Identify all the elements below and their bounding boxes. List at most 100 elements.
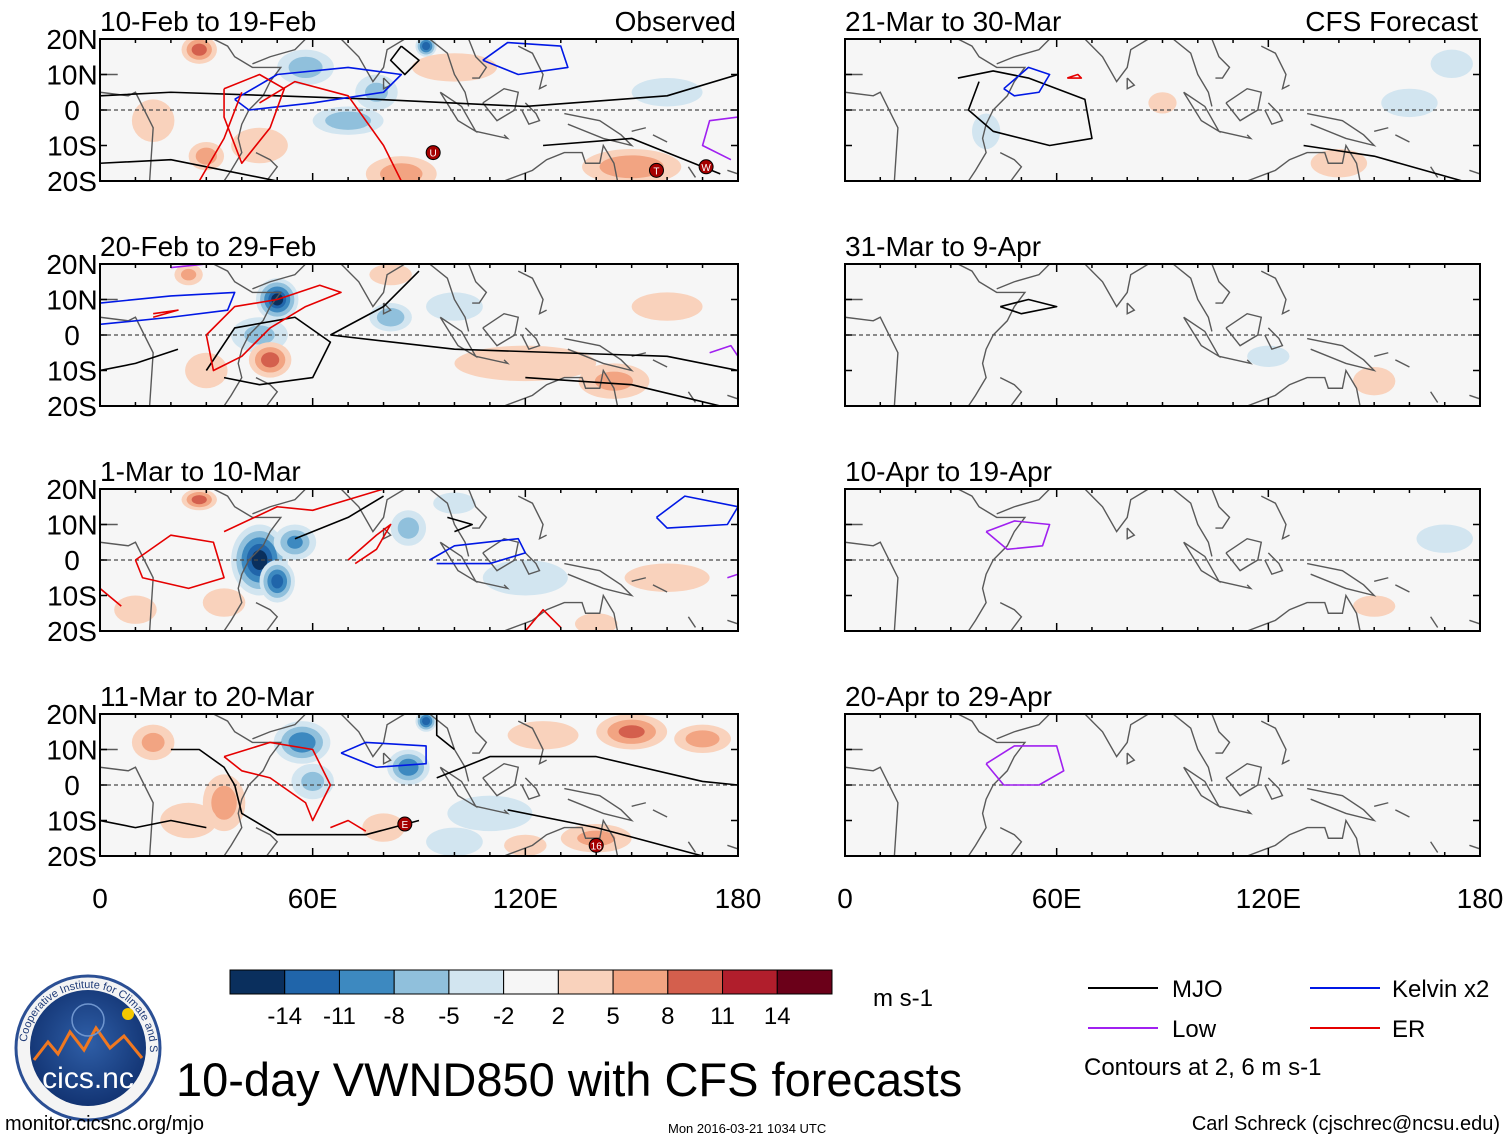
- colorbar-swatch: [667, 969, 724, 995]
- anomaly-blob: [454, 345, 597, 382]
- contour-mjo: [1303, 144, 1463, 181]
- contour-mjo: [999, 298, 1058, 315]
- contour-mjo: [447, 516, 473, 533]
- anomaly-blob: [365, 156, 437, 181]
- contour-er: [347, 523, 392, 565]
- y-tick-label: 20S: [47, 616, 97, 647]
- contour-er: [134, 534, 225, 590]
- y-tick-label: 20S: [47, 841, 97, 872]
- contour-er: [330, 819, 367, 832]
- colorbar-tick-label: -8: [384, 1003, 405, 1030]
- x-tick-label: 180: [1457, 883, 1504, 914]
- panel-observed-1: U T W 20N 10N 0 10S 20S 10-Feb to 19-Feb Observed: [46, 6, 739, 197]
- anomaly-blob: [1353, 595, 1396, 617]
- anomaly-blob: [426, 292, 483, 321]
- anomaly-blob: [277, 49, 334, 86]
- panel-period-title: 31-Mar to 9-Apr: [845, 231, 1041, 262]
- y-tick-label: 0: [64, 95, 80, 126]
- y-tick-label: 10N: [46, 735, 97, 766]
- contour-er: [223, 73, 286, 165]
- footer-timestamp: Mon 2016-03-21 1034 UTC: [668, 1121, 826, 1136]
- column-heading-observed: Observed: [615, 6, 736, 37]
- contour-er: [152, 309, 179, 319]
- x-tick-label: 180: [715, 883, 762, 914]
- anomaly-blob: [362, 813, 405, 842]
- coastlines: [845, 264, 1480, 406]
- contour-mjo: [436, 755, 738, 786]
- y-tick-label: 10S: [47, 356, 97, 387]
- contour-low: [701, 116, 738, 161]
- contour-mjo: [525, 376, 721, 406]
- panel-period-title: 21-Mar to 30-Mar: [845, 6, 1061, 37]
- colorbar-tick-label: -11: [323, 1003, 356, 1030]
- y-tick-label: 20N: [46, 474, 97, 505]
- panel-forecast-4: 20-Apr to 29-Apr 0 60E 120E 180: [837, 681, 1503, 914]
- contour-low: [985, 520, 1051, 551]
- footer-website: monitor.cicsnc.org/mjo: [5, 1113, 204, 1135]
- contour-er: [259, 80, 402, 181]
- colorbar-swatch: [776, 969, 833, 995]
- colorbar-tick-label: 11: [710, 1003, 735, 1030]
- contour-mjo: [100, 348, 179, 372]
- figure-title: 10-day VWND850 with CFS forecasts: [176, 1053, 962, 1106]
- contour-er: [1066, 73, 1083, 79]
- anomaly-blob: [131, 724, 175, 761]
- panel-period-title: 1-Mar to 10-Mar: [100, 456, 301, 487]
- anomaly-blob: [181, 489, 217, 511]
- panel-period-title: 10-Apr to 19-Apr: [845, 456, 1052, 487]
- colorbar-tick-label: 5: [606, 1003, 619, 1030]
- svg-text:T: T: [653, 166, 659, 177]
- panel-ticks: [844, 263, 1481, 407]
- y-tick-label: 10S: [47, 806, 97, 837]
- y-tick-label: 10S: [47, 131, 97, 162]
- x-tick-label: 120E: [1236, 883, 1301, 914]
- panel-ticks: [99, 488, 739, 632]
- anomaly-blob: [202, 588, 246, 617]
- panel-period-title: 10-Feb to 19-Feb: [100, 6, 316, 37]
- anomaly-blob: [972, 113, 1001, 150]
- colorbar-tick-label: 14: [764, 1003, 791, 1030]
- anomaly-blob: [415, 714, 437, 732]
- panel-period-title: 20-Apr to 29-Apr: [845, 681, 1052, 712]
- anomaly-blob: [426, 827, 483, 856]
- panel-period-title: 20-Feb to 29-Feb: [100, 231, 316, 262]
- y-tick-label: 20N: [46, 699, 97, 730]
- panel-observed-2: 20N 10N 0 10S 20S 20-Feb to 29-Feb: [46, 231, 739, 422]
- logo-globe-icon: [71, 1003, 105, 1037]
- colorbar-swatch: [284, 969, 340, 995]
- svg-text:U: U: [430, 149, 437, 160]
- anomaly-blob: [504, 834, 547, 856]
- anomaly-blob: [259, 560, 295, 603]
- svg-text:E: E: [401, 820, 408, 831]
- coastlines: [845, 714, 1480, 856]
- colorbar-swatch: [448, 969, 505, 995]
- anomaly-blob: [312, 106, 384, 135]
- anomaly-blob: [355, 74, 398, 110]
- colorbar-swatch: [612, 969, 669, 995]
- y-tick-label: 20N: [46, 24, 97, 55]
- anomaly-blob: [1416, 524, 1473, 553]
- coastlines: [845, 39, 1480, 181]
- anomaly-blob: [574, 613, 618, 631]
- anomaly-blob: [1381, 88, 1438, 118]
- anomaly-blob: [387, 749, 430, 785]
- colorbar-swatch: [722, 969, 778, 995]
- anomaly-blob: [174, 264, 203, 286]
- x-tick-label: 60E: [1032, 883, 1082, 914]
- anomaly-blob: [674, 724, 731, 754]
- coastlines: [100, 489, 738, 631]
- storm-marker: E: [397, 816, 413, 832]
- colorbar-swatch: [338, 969, 395, 995]
- y-tick-label: 10S: [47, 581, 97, 612]
- contour-low: [985, 745, 1065, 786]
- anomaly-blob: [181, 39, 217, 64]
- x-tick-label: 0: [837, 883, 853, 914]
- contour-er: [205, 284, 342, 372]
- anomaly-blob: [369, 303, 412, 332]
- colorbar-units: m s-1: [873, 985, 933, 1012]
- coastlines: [845, 489, 1480, 631]
- y-tick-label: 20N: [46, 249, 97, 280]
- contour-kelvin: [429, 537, 527, 565]
- anomaly-blob: [507, 721, 579, 750]
